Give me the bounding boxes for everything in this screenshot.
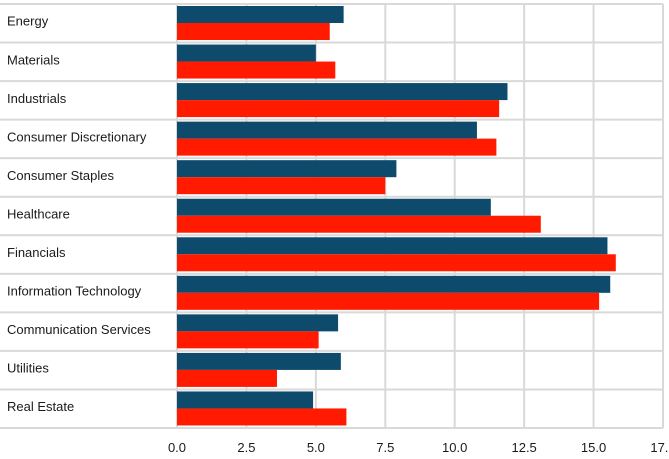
bars — [177, 6, 616, 426]
bar — [177, 352, 341, 370]
bar — [177, 100, 500, 118]
grid-lines — [0, 3, 664, 429]
bar — [177, 369, 277, 387]
category-label: Industrials — [7, 91, 67, 106]
bar — [177, 391, 314, 409]
bar — [177, 121, 477, 139]
category-label: Consumer Staples — [7, 168, 114, 183]
category-label: Materials — [7, 52, 60, 67]
bar — [177, 138, 497, 156]
bar — [177, 61, 336, 79]
x-tick-label: 15.0 — [581, 440, 606, 455]
category-labels: Energy Materials Industrials Consumer Discr… — [7, 14, 151, 414]
x-tick-label: 12.5 — [511, 440, 536, 455]
x-tick-label: 17.5 — [650, 440, 669, 455]
bar — [177, 198, 491, 216]
category-label: Communication Services — [7, 322, 151, 337]
bar — [177, 254, 616, 272]
category-label: Healthcare — [7, 206, 70, 221]
category-label: Utilities — [7, 361, 49, 376]
x-tick-label: 2.5 — [237, 440, 255, 455]
category-label: Consumer Discretionary — [7, 129, 147, 144]
bar — [177, 275, 611, 293]
bar — [177, 6, 344, 23]
bar — [177, 44, 316, 62]
bar — [177, 215, 541, 233]
category-label: Information Technology — [7, 284, 142, 299]
x-tick-labels: 0.0 2.5 5.0 7.5 10.0 12.5 15.0 17.5 — [168, 440, 669, 455]
bar — [177, 83, 508, 101]
bar — [177, 331, 319, 349]
category-label: Financials — [7, 245, 66, 260]
x-tick-label: 7.5 — [376, 440, 394, 455]
bar — [177, 292, 600, 310]
x-tick-label: 5.0 — [307, 440, 325, 455]
bar — [177, 237, 608, 255]
bar — [177, 314, 339, 332]
bar — [177, 23, 330, 40]
bar — [177, 177, 386, 195]
bar — [177, 408, 347, 426]
bar — [177, 160, 397, 178]
category-label: Real Estate — [7, 399, 74, 414]
x-tick-label: 0.0 — [168, 440, 186, 455]
category-label: Energy — [7, 14, 49, 29]
x-tick-label: 10.0 — [442, 440, 467, 455]
